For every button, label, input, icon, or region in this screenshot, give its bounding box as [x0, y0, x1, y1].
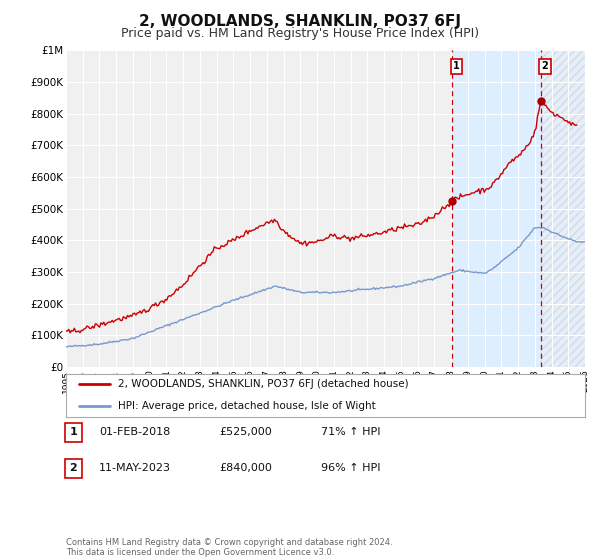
Text: Price paid vs. HM Land Registry's House Price Index (HPI): Price paid vs. HM Land Registry's House …: [121, 27, 479, 40]
Text: £840,000: £840,000: [219, 463, 272, 473]
Text: 71% ↑ HPI: 71% ↑ HPI: [321, 427, 380, 437]
Text: HPI: Average price, detached house, Isle of Wight: HPI: Average price, detached house, Isle…: [118, 402, 376, 411]
Text: Contains HM Land Registry data © Crown copyright and database right 2024.
This d: Contains HM Land Registry data © Crown c…: [66, 538, 392, 557]
Text: 2: 2: [70, 463, 77, 473]
Text: 2, WOODLANDS, SHANKLIN, PO37 6FJ: 2, WOODLANDS, SHANKLIN, PO37 6FJ: [139, 14, 461, 29]
Text: £525,000: £525,000: [219, 427, 272, 437]
Text: 2: 2: [542, 61, 548, 71]
Text: 01-FEB-2018: 01-FEB-2018: [99, 427, 170, 437]
Bar: [541, 50, 585, 367]
Text: 1: 1: [70, 427, 77, 437]
Text: 1: 1: [453, 61, 460, 71]
Text: 11-MAY-2023: 11-MAY-2023: [99, 463, 171, 473]
Bar: [452, 50, 541, 367]
Text: 96% ↑ HPI: 96% ↑ HPI: [321, 463, 380, 473]
Text: 2, WOODLANDS, SHANKLIN, PO37 6FJ (detached house): 2, WOODLANDS, SHANKLIN, PO37 6FJ (detach…: [118, 380, 409, 389]
